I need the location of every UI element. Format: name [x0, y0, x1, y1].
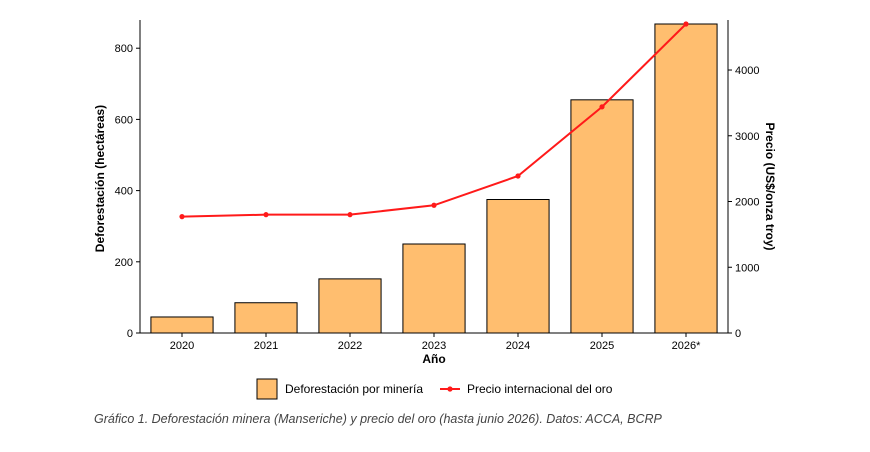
axes-layer: 0 200 400 600 800 0 1000 2000 3000 4000 2020 2021 20… [93, 20, 777, 366]
gold-price-point-2022 [347, 212, 353, 218]
bar-2020 [150, 316, 214, 334]
y-right-tick-label: 0 [735, 328, 741, 340]
x-tick-label: 2022 [338, 340, 362, 352]
x-tick-label: 2021 [254, 340, 278, 352]
chart-caption: Gráfico 1. Deforestación minera (Manseri… [94, 412, 662, 426]
gold-price-point-2026* [683, 21, 689, 27]
legend-layer: Deforestación por minería Precio internac… [256, 378, 613, 400]
x-tick-label: 2024 [506, 340, 530, 352]
legend-label-gold-price: Precio internacional del oro [467, 382, 613, 396]
y-right-tick-label: 2000 [735, 197, 759, 209]
x-tick-label: 2020 [170, 340, 194, 352]
line-layer [179, 21, 689, 220]
x-tick-label: 2026* [672, 340, 701, 352]
bar-2023 [402, 243, 466, 334]
y-right-tick-label: 3000 [735, 131, 759, 143]
legend-swatch-gold-point [447, 386, 453, 392]
y-left-tick-label: 400 [115, 186, 133, 198]
y-right-tick-label: 1000 [735, 262, 759, 274]
bar-2022 [318, 278, 382, 334]
x-tick-label: 2023 [422, 340, 446, 352]
bars-layer [150, 23, 718, 334]
y-left-tick-label: 800 [115, 43, 133, 55]
y-right-tick-label: 4000 [735, 65, 759, 77]
y-left-tick-label: 0 [127, 328, 133, 340]
bar-2024 [486, 199, 550, 334]
y-left-tick-label: 200 [115, 257, 133, 269]
x-axis-title: Año [422, 352, 445, 366]
y-axis-left-title: Deforestación (hectáreas) [93, 105, 107, 252]
legend-swatch-deforestation [256, 378, 278, 400]
y-axis-right-title: Precio (US$/onza troy) [763, 122, 777, 250]
gold-price-point-2025 [599, 104, 605, 110]
bar-2026* [654, 23, 718, 334]
x-tick-label: 2025 [590, 340, 614, 352]
bar-2025 [570, 99, 634, 334]
gold-price-point-2021 [263, 212, 269, 218]
bar-2021 [234, 302, 298, 334]
gold-price-point-2020 [179, 214, 185, 220]
legend-label-deforestation: Deforestación por minería [285, 382, 423, 396]
gold-price-point-2023 [431, 202, 437, 208]
y-left-tick-label: 600 [115, 114, 133, 126]
gold-price-point-2024 [515, 173, 521, 179]
